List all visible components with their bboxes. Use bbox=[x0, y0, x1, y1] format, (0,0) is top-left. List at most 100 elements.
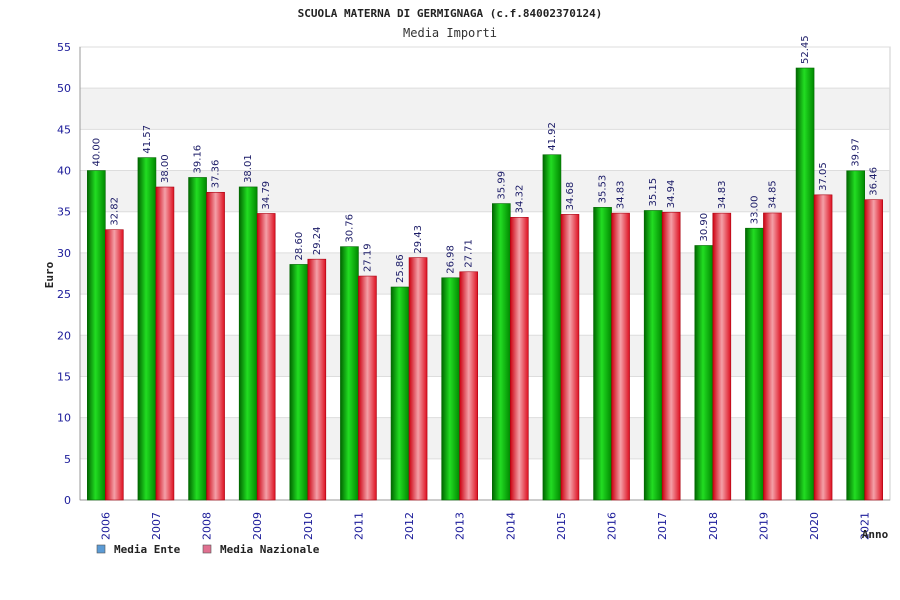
value-label: 28.60 bbox=[294, 232, 305, 261]
legend-swatch-media-nazionale bbox=[202, 544, 212, 554]
value-label: 37.36 bbox=[211, 160, 222, 189]
value-label: 34.32 bbox=[514, 185, 525, 214]
value-label: 38.00 bbox=[160, 154, 171, 183]
bar-media-nazionale-2011 bbox=[358, 275, 377, 501]
value-label: 25.86 bbox=[395, 254, 406, 283]
bar-media-ente-2008 bbox=[188, 177, 207, 501]
x-tick-label: 2013 bbox=[454, 512, 467, 540]
value-label: 27.19 bbox=[362, 243, 373, 272]
plot-band bbox=[80, 88, 890, 130]
value-label: 29.24 bbox=[312, 227, 323, 256]
x-tick-label: 2010 bbox=[302, 512, 315, 540]
value-label: 27.71 bbox=[464, 239, 475, 268]
x-axis-ticks: 2006 2007 2008 2009 2010 2011 2012 2013 2014 2015… bbox=[99, 512, 871, 540]
value-label: 30.90 bbox=[699, 213, 710, 242]
value-label: 41.92 bbox=[547, 122, 558, 151]
value-label: 29.43 bbox=[413, 225, 424, 254]
y-tick-label: 20 bbox=[57, 329, 71, 342]
x-tick-label: 2020 bbox=[808, 512, 821, 540]
value-label: 41.57 bbox=[142, 125, 153, 154]
value-label: 26.98 bbox=[446, 245, 457, 274]
value-label: 34.85 bbox=[767, 180, 778, 209]
x-tick-label: 2021 bbox=[859, 512, 872, 540]
value-label: 35.99 bbox=[496, 171, 507, 200]
plot-band bbox=[80, 129, 890, 171]
value-label: 38.01 bbox=[243, 154, 254, 183]
bar-media-nazionale-2012 bbox=[408, 257, 428, 501]
value-label: 40.00 bbox=[91, 138, 102, 167]
value-label: 34.94 bbox=[666, 180, 677, 209]
bar-media-nazionale-2009 bbox=[256, 213, 276, 501]
x-tick-label: 2006 bbox=[99, 512, 112, 540]
bar-media-ente-2014 bbox=[492, 203, 511, 501]
bar-media-nazionale-2015 bbox=[560, 214, 580, 501]
bar-media-ente-2010 bbox=[289, 264, 309, 501]
value-label: 33.00 bbox=[749, 196, 760, 225]
bar-media-nazionale-2018 bbox=[712, 212, 732, 501]
x-tick-label: 2012 bbox=[403, 512, 416, 540]
value-label: 34.68 bbox=[565, 182, 576, 211]
bar-media-ente-2019 bbox=[745, 227, 764, 501]
bar-media-ente-2016 bbox=[593, 207, 612, 501]
bar-media-ente-2018 bbox=[694, 245, 714, 501]
value-label: 35.53 bbox=[598, 175, 609, 204]
value-label: 39.97 bbox=[851, 138, 862, 167]
bar-media-ente-2006 bbox=[87, 170, 106, 501]
bar-media-nazionale-2014 bbox=[510, 217, 529, 501]
x-tick-label: 2019 bbox=[757, 512, 770, 540]
bar-media-nazionale-2007 bbox=[155, 186, 175, 501]
value-label: 37.05 bbox=[818, 162, 829, 191]
legend-label-media-ente: Media Ente bbox=[114, 543, 181, 556]
plot-band bbox=[80, 47, 890, 89]
value-labels: 40.00 32.82 41.57 38.00 39.16 37.36 38.01 34.79… bbox=[91, 35, 879, 283]
value-label: 30.76 bbox=[344, 214, 355, 243]
bar-media-ente-2009 bbox=[238, 186, 258, 501]
legend: Media Ente Media Nazionale bbox=[96, 543, 320, 556]
bar-media-nazionale-2019 bbox=[763, 212, 782, 501]
x-tick-label: 2015 bbox=[555, 512, 568, 540]
y-tick-label: 0 bbox=[64, 494, 71, 507]
x-tick-label: 2017 bbox=[656, 512, 669, 540]
y-tick-label: 40 bbox=[57, 165, 71, 178]
legend-swatch-media-ente bbox=[96, 544, 106, 554]
y-tick-label: 5 bbox=[64, 453, 71, 466]
y-axis-label: Euro bbox=[43, 261, 56, 288]
y-tick-label: 10 bbox=[57, 412, 71, 425]
y-tick-label: 25 bbox=[57, 288, 71, 301]
bar-media-ente-2011 bbox=[340, 246, 359, 501]
x-tick-label: 2016 bbox=[606, 512, 619, 540]
y-tick-label: 30 bbox=[57, 247, 71, 260]
chart-subtitle: Media Importi bbox=[403, 26, 497, 40]
bar-media-nazionale-2017 bbox=[661, 211, 681, 501]
bar-media-ente-2015 bbox=[542, 154, 562, 501]
x-axis-label: Anno bbox=[862, 528, 889, 541]
bar-media-ente-2007 bbox=[137, 157, 157, 501]
bar-media-nazionale-2013 bbox=[459, 271, 478, 501]
bar-media-nazionale-2020 bbox=[813, 194, 833, 501]
bar-media-ente-2020 bbox=[795, 67, 815, 501]
value-label: 35.15 bbox=[648, 178, 659, 207]
bar-media-nazionale-2006 bbox=[105, 229, 124, 501]
bars bbox=[87, 67, 883, 501]
value-label: 39.16 bbox=[193, 145, 204, 174]
bar-media-nazionale-2008 bbox=[206, 191, 225, 501]
bar-media-nazionale-2016 bbox=[611, 212, 630, 501]
value-label: 36.46 bbox=[869, 167, 880, 196]
y-tick-label: 45 bbox=[57, 123, 71, 136]
value-label: 34.83 bbox=[616, 180, 627, 209]
value-label: 34.83 bbox=[717, 180, 728, 209]
value-label: 32.82 bbox=[109, 197, 120, 226]
legend-label-media-nazionale: Media Nazionale bbox=[220, 543, 320, 556]
value-label: 34.79 bbox=[261, 181, 272, 210]
x-tick-label: 2008 bbox=[201, 512, 214, 540]
x-tick-label: 2014 bbox=[504, 512, 517, 540]
bar-media-ente-2012 bbox=[390, 286, 410, 501]
x-tick-label: 2018 bbox=[707, 512, 720, 540]
bar-media-ente-2021 bbox=[846, 170, 865, 501]
y-tick-label: 35 bbox=[57, 206, 71, 219]
bar-media-ente-2013 bbox=[441, 277, 460, 501]
bar-media-nazionale-2021 bbox=[864, 199, 883, 501]
bar-media-ente-2017 bbox=[643, 210, 663, 501]
chart-title: SCUOLA MATERNA DI GERMIGNAGA (c.f.840023… bbox=[298, 7, 603, 20]
